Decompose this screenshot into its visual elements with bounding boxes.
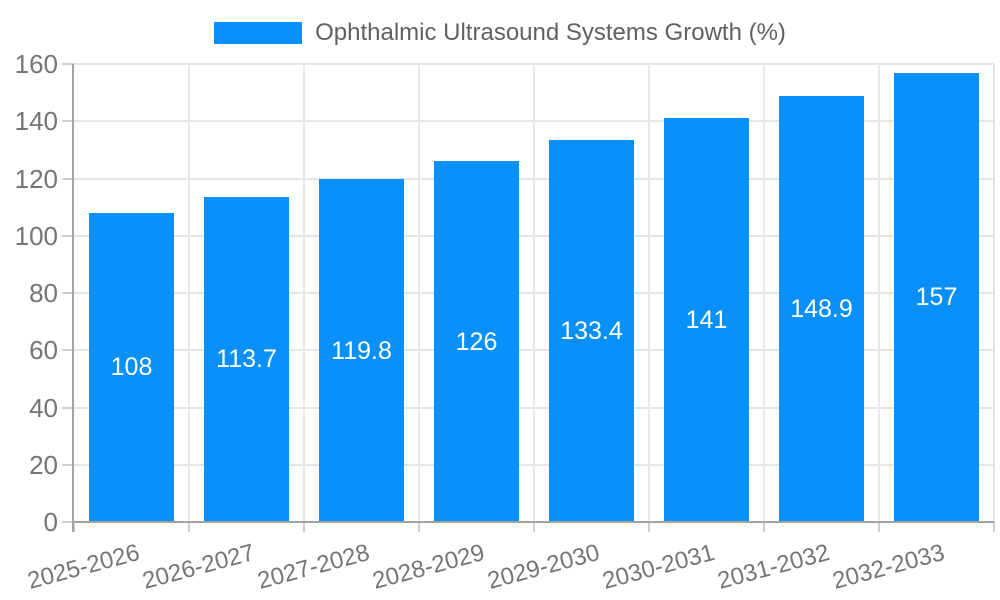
vertical-gridline [188,64,190,522]
y-axis-tick [62,292,74,294]
bar[interactable] [319,179,404,521]
y-axis-tick [62,63,74,65]
x-axis-tick [993,522,995,532]
x-tick-label: 2032-2033 [829,539,948,595]
y-axis-tick [62,177,74,180]
y-tick-label: 40 [29,392,58,423]
y-tick-label: 80 [29,278,58,308]
x-tick-label: 2026-2027 [139,539,258,595]
x-axis-line [72,521,994,523]
vertical-gridline [648,64,650,522]
x-tick-label: 2031-2032 [714,539,833,595]
x-axis-tick [533,522,535,532]
y-axis-tick [62,349,74,352]
x-tick-label: 2030-2031 [599,539,718,595]
y-tick-label: 20 [29,449,58,480]
vertical-gridline [303,64,305,522]
vertical-gridline [418,64,420,522]
y-tick-label: 100 [14,220,58,251]
y-tick-label: 60 [29,335,58,366]
y-tick-label: 160 [14,49,58,79]
legend-swatch-icon [214,22,303,44]
legend-label: Ophthalmic Ultrasound Systems Growth (%) [315,19,786,46]
bar[interactable] [779,95,864,521]
y-axis-tick [62,406,74,409]
x-axis-tick [303,522,305,532]
x-axis-tick [418,522,420,532]
y-axis-tick [62,463,74,466]
legend: Ophthalmic Ultrasound Systems Growth (%) [0,19,1000,47]
x-tick-label: 2027-2028 [254,539,373,595]
bar[interactable] [434,161,519,521]
x-axis-tick [648,522,650,532]
bar[interactable] [894,72,979,521]
bar[interactable] [549,140,634,521]
vertical-gridline [533,64,535,522]
bar[interactable] [664,118,749,521]
x-axis-tick [763,522,765,532]
vertical-gridline [763,64,765,522]
legend-item[interactable]: Ophthalmic Ultrasound Systems Growth (%) [214,19,786,47]
x-tick-label: 2025-2026 [24,539,143,595]
y-tick-label: 140 [14,106,58,137]
x-axis-tick [73,522,75,532]
vertical-gridline [993,64,995,522]
y-tick-label: 0 [43,507,58,537]
bar[interactable] [204,196,289,521]
y-axis-line [72,64,74,532]
bar[interactable] [89,212,174,521]
y-axis-tick [62,120,74,123]
vertical-gridline [878,64,880,522]
y-axis-tick [62,521,74,523]
x-tick-label: 2028-2029 [369,539,488,595]
x-tick-label: 2029-2030 [484,539,603,595]
y-tick-label: 120 [14,163,58,194]
x-axis-tick [878,522,880,532]
y-axis-tick [62,234,74,237]
x-axis-tick [188,522,190,532]
